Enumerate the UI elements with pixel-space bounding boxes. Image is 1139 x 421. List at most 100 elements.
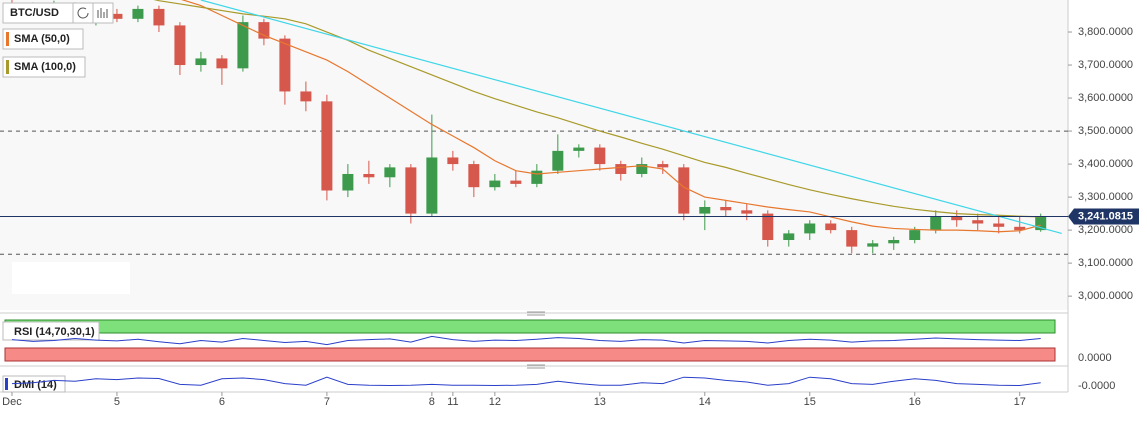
candle-body — [531, 170, 543, 184]
price-tag — [1068, 208, 1139, 225]
x-tick-label: 5 — [114, 396, 120, 408]
candle-body — [678, 167, 690, 214]
x-tick-label: 15 — [804, 396, 816, 408]
x-tick-label: 8 — [429, 396, 435, 408]
candle-body — [951, 216, 963, 221]
dmi-panel: DMI (14) -0.0000 — [2, 375, 1115, 393]
candle-body — [993, 223, 1005, 227]
candle-body — [636, 164, 648, 174]
legend-label: SMA (50,0) — [14, 33, 70, 45]
candle-body — [258, 22, 270, 39]
candle-body — [468, 164, 480, 188]
candle-body — [300, 91, 312, 102]
y-tick-label: 3,100.0000 — [1078, 257, 1133, 269]
legend-item[interactable] — [2, 321, 100, 341]
sma-line — [181, 0, 1041, 233]
candle-body — [783, 233, 795, 241]
candle-body — [342, 173, 354, 191]
dmi-line — [11, 376, 1041, 387]
candle-body — [573, 147, 585, 151]
oversold-band — [4, 347, 1056, 362]
candle-body — [153, 8, 165, 26]
legend-swatch — [6, 60, 9, 74]
x-tick-label: 6 — [219, 396, 225, 408]
candle-body — [657, 164, 669, 168]
y-tick-label: 3,600.0000 — [1078, 92, 1133, 104]
candle-body — [489, 180, 501, 188]
candle-body — [426, 157, 438, 214]
refresh-icon — [77, 7, 89, 19]
price-label: 3,241.0815 — [1078, 210, 1133, 222]
x-tick-label: 11 — [447, 396, 458, 408]
y-tick-label: 3,000.0000 — [1078, 290, 1133, 302]
candle-body — [552, 150, 564, 171]
main-panel — [0, 0, 1068, 310]
candle-body — [1014, 226, 1026, 231]
candle-body — [1035, 216, 1047, 231]
candle-body — [405, 167, 417, 214]
y-tick-label: 3,700.0000 — [1078, 59, 1133, 71]
y-tick-label: 3,200.0000 — [1078, 224, 1133, 236]
candle-body — [699, 206, 711, 214]
refresh-button[interactable] — [72, 2, 94, 24]
candle-body — [762, 213, 774, 241]
x-tick-label: 17 — [1014, 396, 1026, 408]
y-tick-label: 3,500.0000 — [1078, 125, 1133, 137]
chart-type-icon — [97, 8, 108, 18]
candle-body — [594, 147, 606, 165]
candle-body — [909, 230, 921, 241]
candle-body — [741, 210, 753, 214]
legend-item[interactable] — [2, 56, 86, 78]
drag-handle[interactable] — [527, 311, 545, 316]
legend-item[interactable] — [2, 375, 66, 393]
legend-swatch — [6, 32, 9, 46]
legend-item[interactable] — [2, 28, 84, 50]
rsi-axis-label: 0.0000 — [1078, 352, 1112, 364]
x-tick-label: 16 — [909, 396, 921, 408]
legend-title: BTC/USD — [10, 7, 59, 19]
rsi-line — [11, 335, 1041, 346]
candle-body — [384, 167, 396, 178]
rsi-label: RSI (14,70,30,1) — [14, 326, 95, 338]
candle-body — [321, 101, 333, 191]
x-tick-label: 13 — [594, 396, 606, 408]
candle-body — [237, 22, 249, 69]
candle-body — [195, 58, 207, 66]
candle-body — [846, 230, 858, 247]
legend: BTC/USD SMA (50,0) SMA (100,0) — [2, 2, 114, 78]
x-tick-label: 12 — [489, 396, 501, 408]
candle-body — [972, 220, 984, 224]
chart-type-button[interactable] — [92, 2, 114, 24]
candle-body — [216, 58, 228, 69]
candle-body — [132, 8, 144, 19]
candle-body — [510, 180, 522, 184]
x-tick-label: 14 — [699, 396, 711, 408]
trend-line — [200, 0, 1062, 234]
candle-body — [447, 157, 459, 165]
y-tick-label: 3,400.0000 — [1078, 158, 1133, 170]
dmi-axis-label: -0.0000 — [1078, 380, 1115, 392]
overbought-band — [4, 319, 1056, 334]
sma-line — [153, 0, 1041, 218]
candle-body — [720, 206, 732, 211]
candle-body — [174, 25, 186, 66]
legend-swatch — [5, 378, 8, 390]
candle-body — [279, 38, 291, 92]
dmi-label: DMI (14) — [14, 379, 57, 391]
x-tick-label: Dec — [2, 396, 22, 408]
candle-body — [111, 13, 123, 19]
y-tick-label: 3,300.0000 — [1078, 191, 1133, 203]
candle-body — [930, 216, 942, 231]
candle-body — [888, 240, 900, 244]
candle-body — [825, 223, 837, 231]
candle-body — [867, 243, 879, 247]
x-tick-label: 7 — [324, 396, 330, 408]
candle-body — [804, 223, 816, 234]
candle-body — [363, 173, 375, 178]
y-tick-label: 3,800.0000 — [1078, 26, 1133, 38]
blank-box — [12, 262, 130, 294]
drag-handle[interactable] — [527, 364, 545, 369]
candle-body — [615, 164, 627, 174]
rsi-panel: RSI (14,70,30,1) 0.0000 — [2, 319, 1112, 364]
